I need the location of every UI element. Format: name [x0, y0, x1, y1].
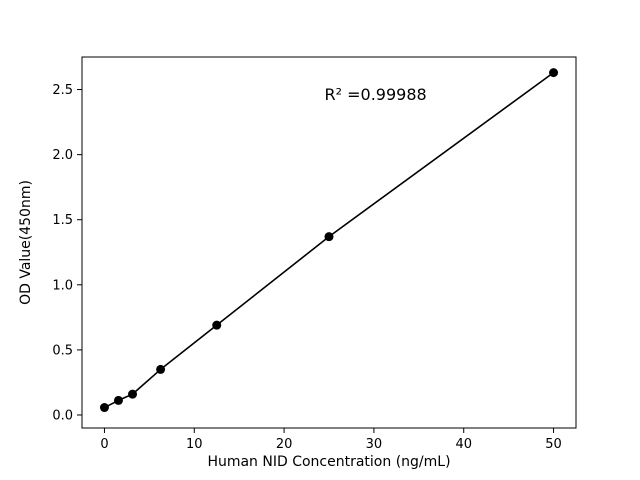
y-axis-label: OD Value(450nm): [18, 180, 34, 305]
y-tick-label: 1.0: [52, 278, 73, 293]
x-tick-label: 30: [366, 437, 383, 452]
r-squared-annotation: R² =0.99988: [325, 85, 427, 104]
x-tick-label: 40: [455, 437, 472, 452]
data-point: [549, 68, 559, 78]
data-point: [324, 232, 334, 242]
x-tick-label: 50: [545, 437, 562, 452]
data-point: [212, 320, 222, 330]
y-tick-label: 2.5: [52, 83, 73, 98]
x-tick-label: 0: [100, 437, 108, 452]
plot-area: [81, 56, 577, 429]
data-point: [99, 403, 109, 413]
x-tick-label: 20: [276, 437, 293, 452]
y-tick-label: 2.0: [52, 148, 73, 163]
y-tick-label: 1.5: [52, 213, 73, 228]
data-point: [156, 364, 166, 374]
y-tick-label: 0.5: [52, 343, 73, 358]
data-point: [128, 389, 138, 399]
x-axis-label: Human NID Concentration (ng/mL): [207, 454, 450, 470]
x-tick-label: 10: [186, 437, 203, 452]
data-point: [113, 395, 123, 405]
y-tick-label: 0.0: [52, 408, 73, 423]
